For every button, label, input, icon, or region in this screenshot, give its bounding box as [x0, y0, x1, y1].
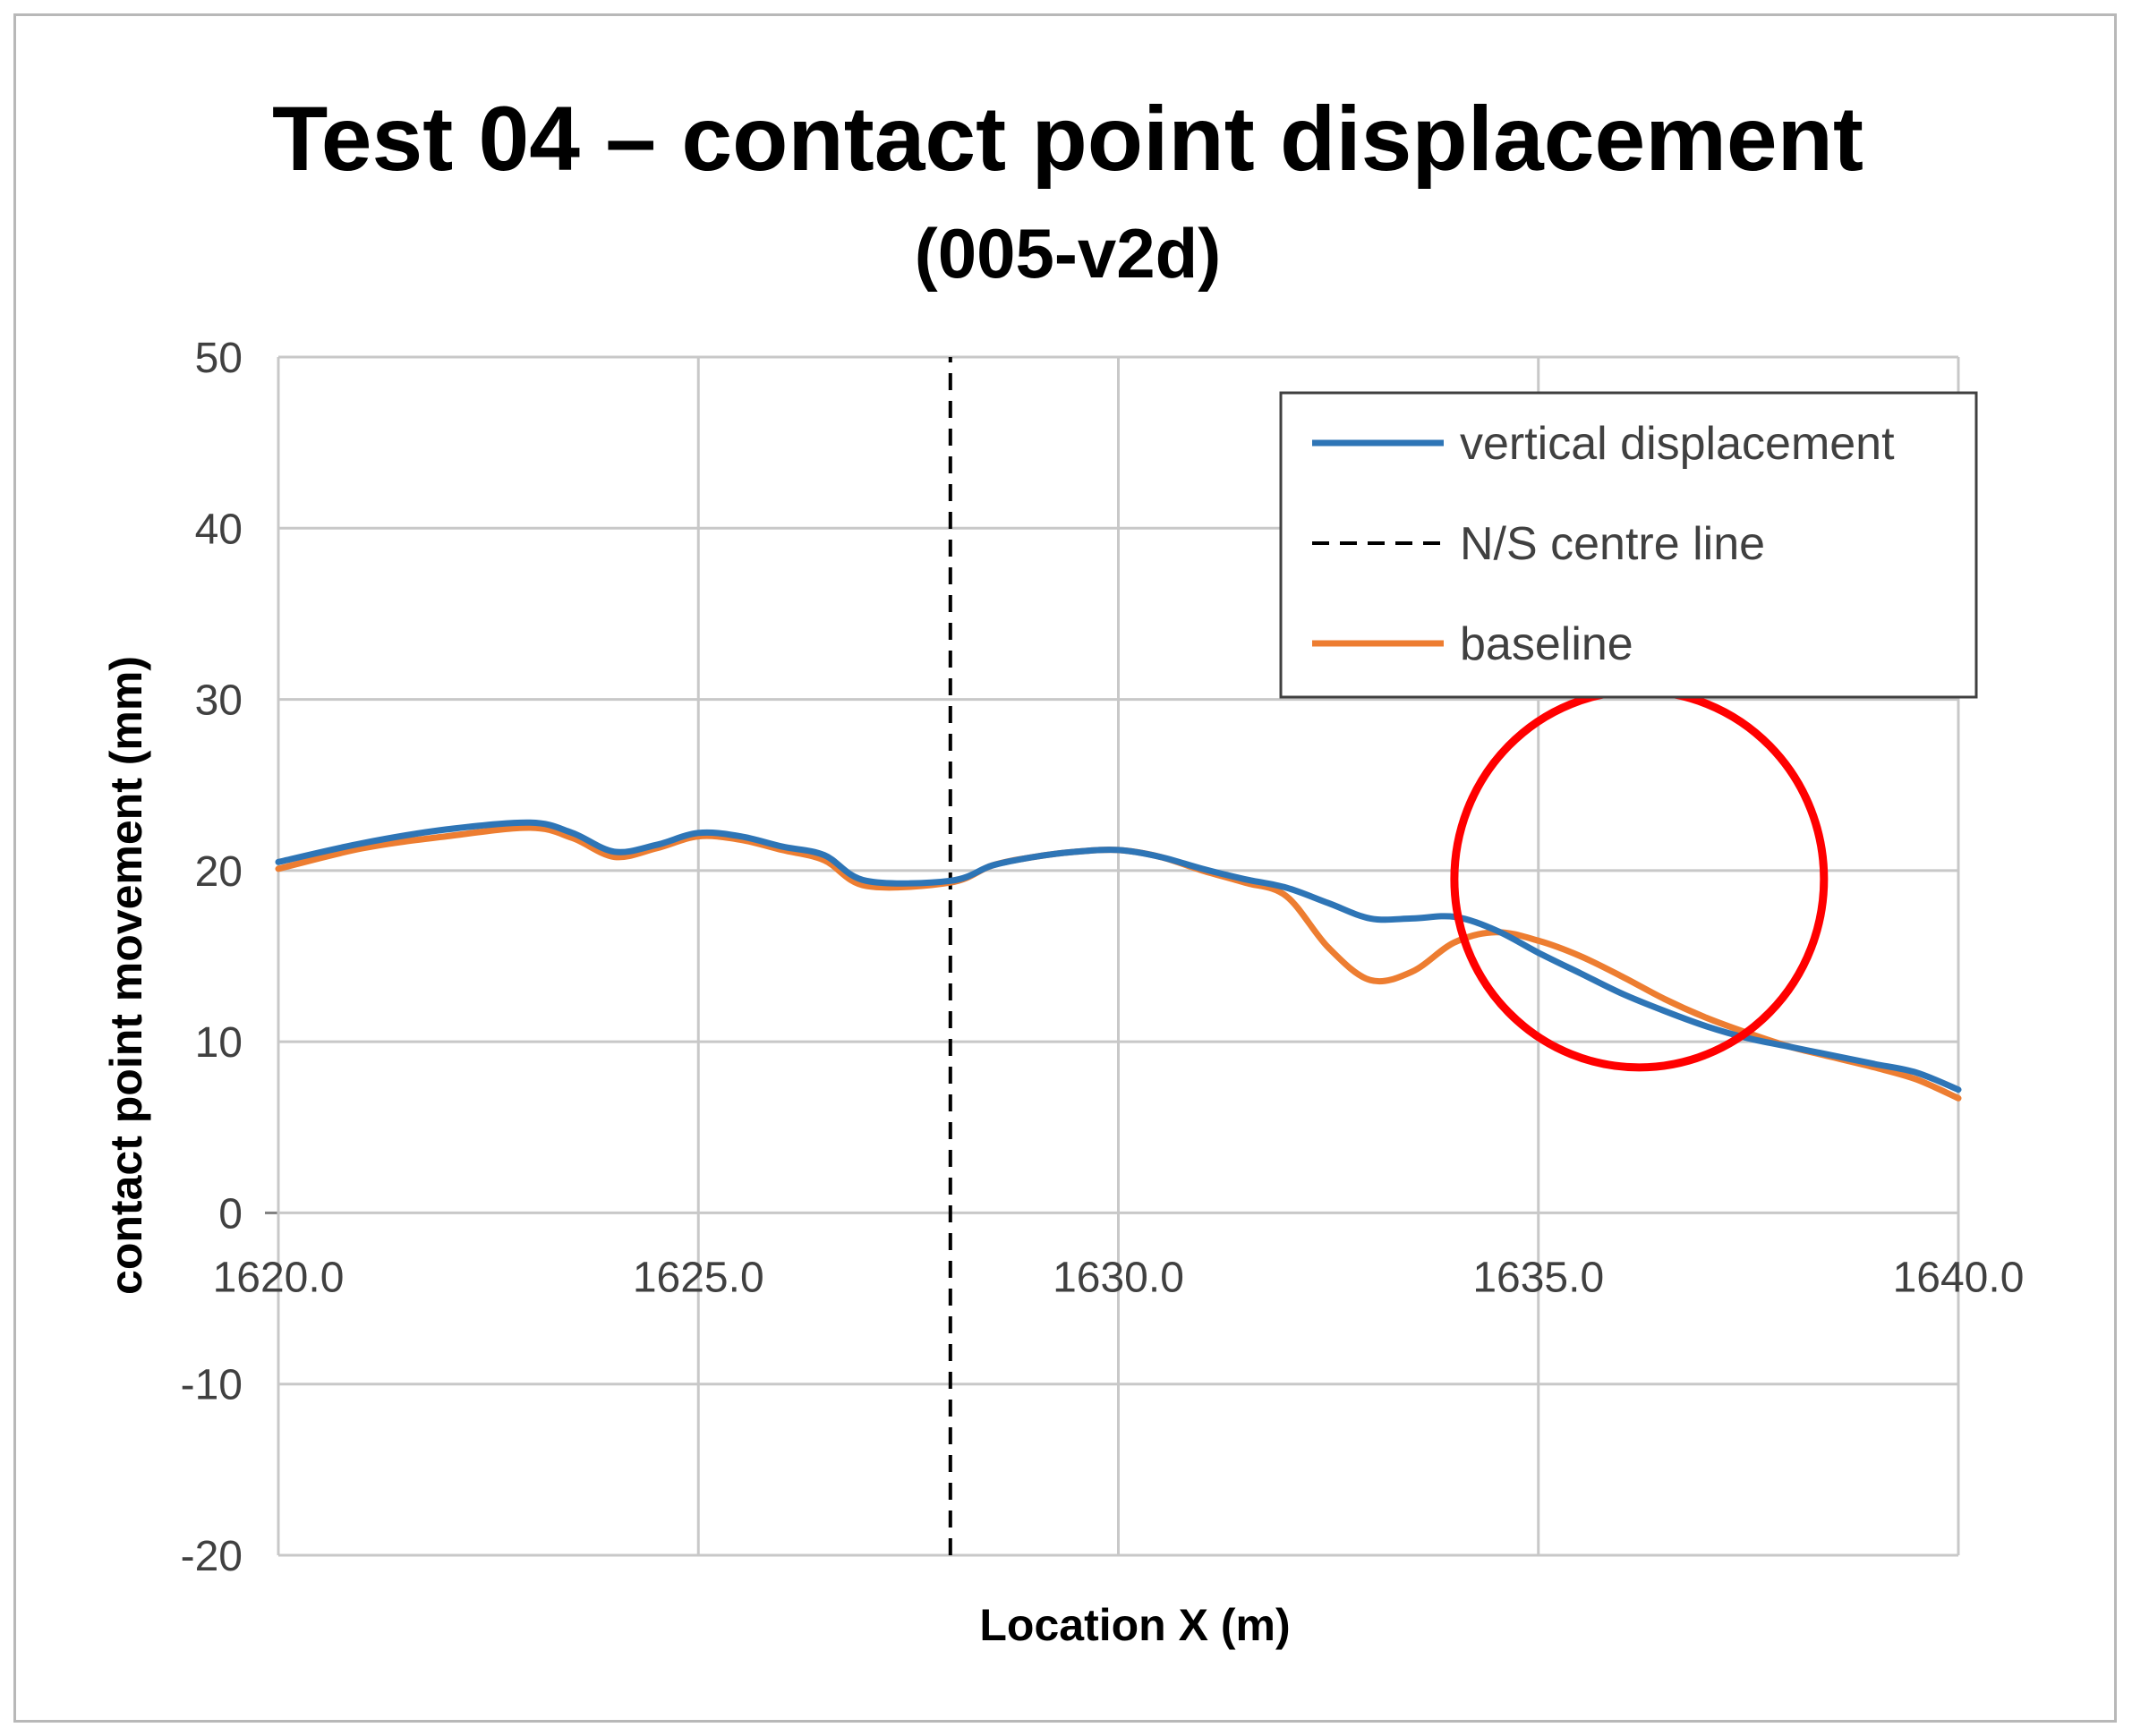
y-tick-label: 40 [195, 506, 243, 553]
y-tick-label: -10 [181, 1362, 243, 1409]
y-axis-label: contact point movement (mm) [101, 656, 151, 1295]
chart-svg: Test 04 – contact point displacement (00… [101, 88, 2025, 1650]
x-tick-label: 1630.0 [1053, 1254, 1184, 1301]
x-tick-label: 1640.0 [1893, 1254, 2025, 1301]
x-axis-label: Location X (m) [979, 1600, 1290, 1650]
series-lines [275, 357, 1962, 1555]
chart-subtitle: (005-v2d) [915, 214, 1221, 293]
y-tick-label: -20 [181, 1533, 243, 1580]
x-tick-label: 1635.0 [1472, 1254, 1604, 1301]
legend-label-n-s-centre-line: N/S centre line [1460, 518, 1765, 570]
chart-frame: Test 04 – contact point displacement (00… [13, 13, 2117, 1723]
y-tick-label: 10 [195, 1019, 243, 1067]
series-line-vertical-displacement [275, 819, 1962, 1094]
tick-labels: -20 -10 0 10 20 30 40 50 1620.0 1625.0 1630.0 1635.… [181, 335, 2025, 1580]
y-tick-label: 50 [195, 335, 243, 382]
legend-label-vertical-displacement: vertical displacement [1460, 418, 1895, 470]
legend-label-baseline: baseline [1460, 618, 1633, 670]
y-tick-label: 0 [218, 1190, 243, 1238]
x-tick-label: 1620.0 [213, 1254, 345, 1301]
legend: vertical displacement N/S centre line base… [1279, 391, 1978, 699]
highlight-circle [1450, 686, 1829, 1072]
y-tick-label: 30 [195, 677, 243, 725]
chart-title: Test 04 – contact point displacement [272, 88, 1863, 190]
x-tick-label: 1625.0 [633, 1254, 764, 1301]
annotations [1450, 686, 1829, 1072]
y-tick-label: 20 [195, 848, 243, 896]
